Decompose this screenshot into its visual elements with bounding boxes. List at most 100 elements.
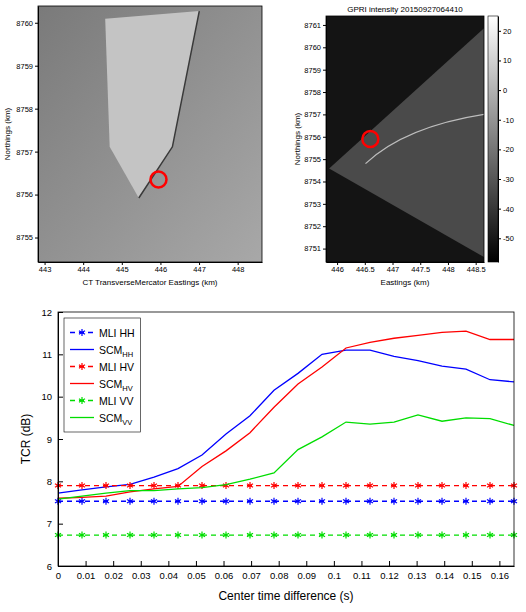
image-background [38,6,262,262]
tick-mark [35,109,38,110]
axis: 20100-10-20-30-40-50 [498,17,514,263]
axis-line [326,17,327,263]
series-line [58,501,514,502]
tick-label: 0.1 [328,570,341,581]
marker [223,532,229,539]
canvas: 4434444454464474488755875687578758875987… [0,0,526,612]
tick-label: 8755 [304,155,321,164]
radar-sector [329,28,484,257]
marker [295,482,301,489]
marker [319,482,325,489]
tick-mark [417,561,418,566]
tick-label: 0.04 [160,570,179,581]
tick-mark [323,114,326,115]
calving-front [366,114,485,163]
tick-label: 8759 [16,62,33,71]
marker [415,482,421,489]
tick: 8755 [304,155,326,164]
marker [247,498,253,505]
tick: 447 [193,262,206,274]
tick-label: 8755 [16,233,33,242]
axis: 8751875287538754875587568757875887598760… [304,17,326,263]
axis-line [38,7,39,263]
axis: 00.010.020.030.040.050.060.070.080.090.1… [56,561,515,581]
legend-marker [79,397,85,404]
tick: 0.15 [463,561,482,581]
tick-mark [35,152,38,153]
marker [271,482,277,489]
marker [367,532,373,539]
x-axis-title: Eastings (km) [381,278,430,287]
tick-mark [323,47,326,48]
tick-label: 0 [56,570,61,581]
x-axis-title: Center time difference (s) [218,589,353,603]
marker [487,532,493,539]
tick-label: 0 [503,86,507,95]
axis-line [39,262,263,263]
tick-label: 10 [41,391,52,402]
tick: 8760 [304,43,326,52]
marker [103,498,109,505]
tick-label: 0.09 [298,570,317,581]
marker [175,482,181,489]
tick-mark [323,70,326,71]
tick: 0.01 [77,561,96,581]
tick: 8758 [304,88,326,97]
tick-mark [58,566,63,567]
tick-label: 448.5 [467,265,486,274]
tick-mark [334,561,335,566]
marker [151,482,157,489]
tick-mark [323,226,326,227]
marker [391,482,397,489]
tick: 447 [387,262,400,274]
marker [295,498,301,505]
tick-mark [58,481,63,482]
tick-label: 0.11 [353,570,371,581]
tick-mark [498,120,501,121]
highlight-circle [150,172,166,188]
tick-label: 447.5 [411,265,430,274]
tick: 0.09 [298,561,317,581]
tick-mark [58,354,63,355]
plot-frame [326,16,484,262]
tick-mark [113,561,114,566]
tick-label: 8756 [16,190,33,199]
marker [199,498,205,505]
tick: -20 [498,145,514,154]
title: GPRI intensity 20150927064410 [347,5,463,14]
tick: 10 [41,391,63,402]
tick: 445 [116,262,129,274]
marker [175,498,181,505]
tick: 446 [331,262,344,274]
tick-label: 8757 [16,148,33,157]
tick-label: 8753 [304,200,321,209]
marker [295,532,301,539]
tick: 8757 [304,110,326,119]
tick-label: 446.5 [356,265,375,274]
tick-mark [168,561,169,566]
tick-mark [224,561,225,566]
tick: 0.16 [491,561,510,581]
tick: 448 [442,262,455,274]
tick: 8756 [304,133,326,142]
tick-mark [306,561,307,566]
axis-line [498,17,499,263]
tick-label: -30 [503,175,514,184]
tick-mark [323,181,326,182]
tick-label: 443 [39,265,52,274]
marker [343,482,349,489]
tick-label: 448 [232,265,245,274]
marker [271,498,277,505]
tick: 448.5 [467,262,486,274]
tick-label: 446 [155,265,168,274]
marker [415,498,421,505]
marker [151,532,157,539]
tick-mark [499,561,500,566]
tick-mark [86,561,87,566]
tick: 0.08 [270,561,289,581]
plot-background [58,312,514,566]
tick: 20 [498,27,511,36]
tick: 0.04 [160,561,179,581]
marker [439,482,445,489]
tick: 0.11 [353,561,371,581]
